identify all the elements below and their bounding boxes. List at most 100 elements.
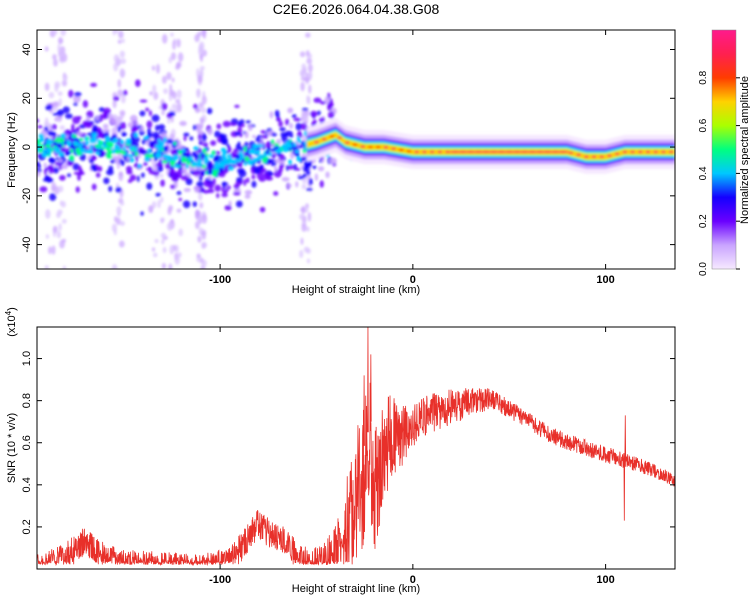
- heat-cell: [288, 164, 294, 170]
- heat-cell: [189, 155, 193, 162]
- snr-ticks: -100 0 100 0.2 0.4 0.6 0.8 1.0: [21, 327, 675, 586]
- heat-cell: [37, 125, 43, 129]
- heat-cell: [182, 200, 191, 209]
- heat-cell: [244, 194, 251, 199]
- heat-cell: [235, 200, 243, 208]
- heat-cell: [125, 165, 133, 172]
- heat-cell: [78, 165, 82, 172]
- heat-cell: [236, 177, 241, 183]
- heat-cell: [79, 149, 86, 153]
- snr-x-axis-label: Height of straight line (km): [292, 583, 420, 595]
- noise-dot: [59, 46, 66, 55]
- heat-cell: [98, 114, 104, 122]
- noise-dot: [196, 253, 201, 258]
- noise-dot: [161, 33, 168, 44]
- noise-dot: [201, 241, 208, 249]
- heatmap-layer: [37, 30, 675, 269]
- heat-cell: [66, 173, 72, 178]
- heat-cell: [271, 132, 277, 137]
- heat-cell: [286, 143, 293, 149]
- noise-dot: [299, 249, 304, 259]
- noise-dot: [163, 88, 169, 94]
- heat-cell: [200, 153, 204, 158]
- noise-dot: [58, 223, 62, 232]
- noise-dot: [51, 181, 57, 192]
- noise-dot: [170, 218, 174, 224]
- heat-peak: [375, 145, 381, 149]
- heat-cell: [81, 145, 86, 149]
- colorbar: 0.0 0.2 0.4 0.6 0.8 Normalized spectral ampl…: [698, 29, 750, 276]
- heat-cell: [139, 149, 146, 154]
- heat-cell: [221, 192, 228, 198]
- heat-cell: [125, 138, 131, 145]
- x-tick-label: -100: [209, 574, 231, 586]
- heat-cell: [108, 185, 113, 192]
- noise-dot: [152, 84, 157, 93]
- heat-cell: [271, 153, 276, 158]
- heat-cell: [75, 142, 80, 147]
- noise-dot: [117, 78, 122, 88]
- noise-dot: [199, 53, 204, 63]
- x-tick-label: 100: [596, 274, 614, 286]
- heat-cell: [222, 120, 231, 128]
- noise-dot: [117, 39, 122, 44]
- heat-peak: [660, 150, 666, 154]
- heat-cell: [127, 154, 134, 158]
- noise-dot: [166, 72, 172, 81]
- noise-dot: [57, 43, 61, 54]
- noise-dot: [59, 125, 65, 130]
- heat-cell: [99, 140, 103, 146]
- heat-cell: [161, 132, 167, 138]
- heat-peak: [406, 150, 412, 153]
- heat-cell: [243, 146, 247, 153]
- heat-cell: [136, 175, 140, 183]
- heat-cell: [176, 143, 183, 150]
- heat-cell: [51, 131, 57, 138]
- heat-cell: [39, 138, 44, 143]
- heat-cell: [203, 180, 211, 188]
- heat-cell: [148, 110, 153, 117]
- noise-dot: [119, 50, 125, 58]
- y-tick-label: 0.2: [21, 519, 33, 534]
- heat-cell: [154, 144, 161, 149]
- heat-cell: [163, 136, 167, 143]
- heat-cell: [301, 107, 309, 112]
- heat-cell: [121, 150, 126, 155]
- heat-cell: [76, 139, 80, 143]
- heat-cell: [143, 136, 150, 140]
- heat-cell: [113, 96, 120, 102]
- noise-dot: [119, 110, 126, 116]
- colorbar-tick-label: 0.8: [698, 70, 709, 84]
- heat-cell: [219, 168, 223, 173]
- heat-cell: [129, 174, 137, 181]
- heat-cell: [138, 129, 145, 136]
- heat-cell: [245, 120, 251, 124]
- noise-dot: [49, 30, 56, 38]
- heat-peak: [583, 155, 589, 159]
- heat-cell: [202, 189, 210, 194]
- heat-cell: [269, 111, 274, 119]
- heat-cell: [234, 104, 240, 108]
- heat-cell: [161, 102, 168, 111]
- heat-cell: [265, 141, 272, 149]
- heat-cell: [42, 148, 49, 152]
- noise-dot: [176, 89, 182, 99]
- heat-cell: [193, 186, 201, 193]
- y-tick-label: 40: [21, 43, 33, 55]
- noise-dot: [120, 58, 127, 64]
- heat-cell: [37, 161, 41, 167]
- heat-cell: [234, 131, 242, 136]
- noise-dot: [120, 201, 125, 206]
- heat-cell: [281, 177, 290, 182]
- noise-dot: [48, 91, 55, 99]
- heat-cell: [177, 162, 181, 166]
- heat-cell: [160, 141, 165, 146]
- noise-dot: [197, 235, 202, 243]
- heat-cell: [297, 130, 302, 135]
- heat-cell: [212, 177, 216, 186]
- heat-cell: [140, 125, 145, 132]
- heat-cell: [210, 140, 217, 146]
- noise-dot: [201, 95, 207, 105]
- noise-dot: [60, 201, 67, 208]
- noise-dot: [54, 30, 58, 35]
